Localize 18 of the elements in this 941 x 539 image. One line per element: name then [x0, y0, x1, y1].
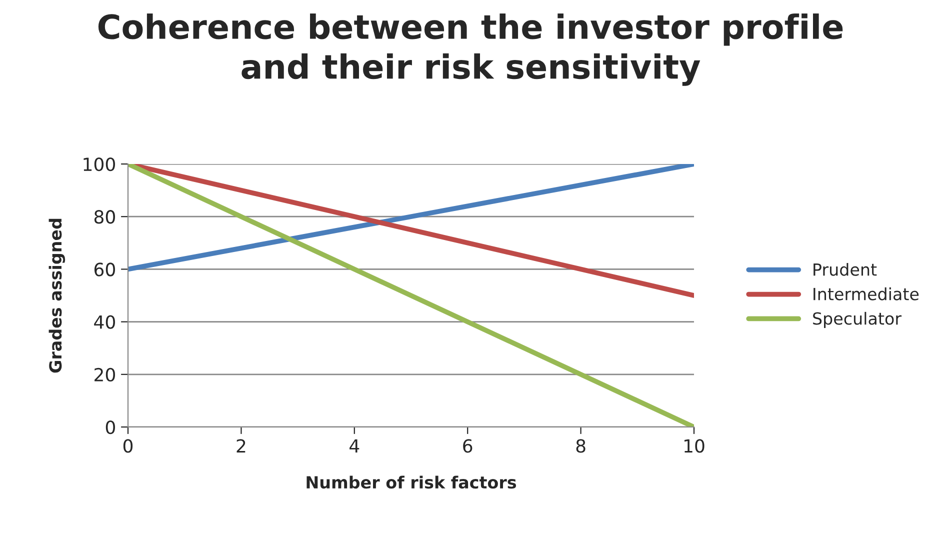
x-tick-label: 10	[684, 439, 704, 453]
x-axis-title: Number of risk factors	[306, 476, 516, 489]
y-tick-label: 0	[106, 420, 115, 434]
y-tick-label: 20	[94, 368, 115, 382]
legend-label: Intermediate	[814, 287, 919, 300]
x-tick-label: 0	[123, 439, 133, 453]
chart-title: Coherence between the investor profile and their risk sensitivity	[98, 13, 843, 86]
legend-label: Prudent	[814, 262, 877, 276]
y-axis-title: Grades assigned	[48, 218, 66, 373]
y-tick-label: 80	[94, 210, 115, 224]
legend-label: Speculator	[813, 312, 902, 328]
y-tick-label: 60	[94, 262, 115, 276]
x-tick-label: 6	[463, 439, 472, 453]
x-tick-label: 8	[576, 439, 586, 453]
y-tick-label: 40	[94, 315, 115, 329]
x-tick-label: 4	[350, 439, 360, 453]
y-tick-label: 100	[84, 157, 115, 172]
x-tick-label: 2	[236, 439, 246, 453]
